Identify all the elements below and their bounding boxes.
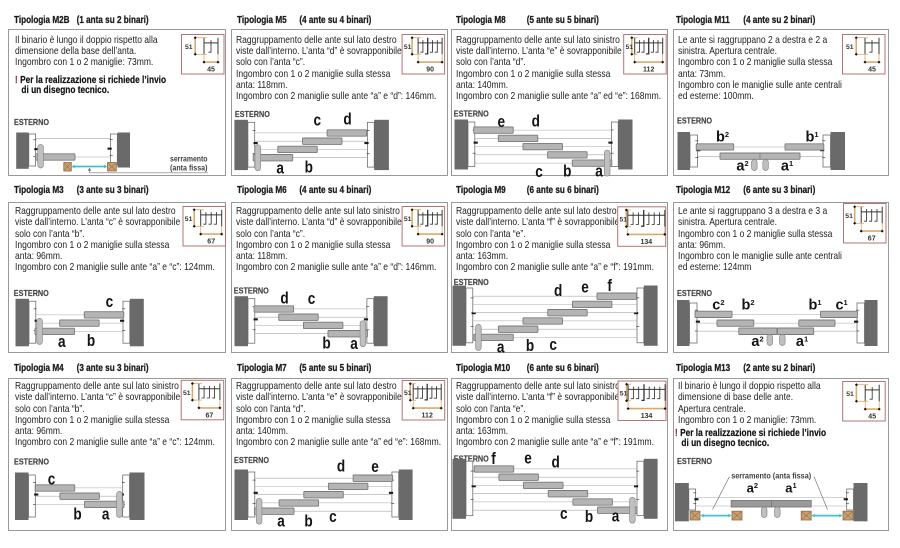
svg-text:serramento: serramento — [170, 154, 208, 163]
svg-text:f: f — [491, 449, 496, 468]
svg-text:a2: a2 — [747, 480, 758, 495]
svg-text:c: c — [535, 163, 543, 182]
svg-text:51: 51 — [183, 390, 191, 397]
svg-text:c: c — [314, 111, 322, 130]
svg-text:45: 45 — [868, 414, 876, 421]
svg-text:90: 90 — [426, 239, 434, 246]
svg-text:ESTERNO: ESTERNO — [454, 453, 489, 463]
svg-text:51: 51 — [185, 216, 193, 223]
svg-text:serramento (anta fissa): serramento (anta fissa) — [731, 471, 811, 480]
svg-text:d: d — [280, 289, 288, 308]
svg-text:67: 67 — [206, 413, 214, 420]
svg-text:b: b — [87, 332, 95, 351]
svg-text:a: a — [58, 333, 66, 352]
svg-text:d: d — [554, 282, 562, 301]
svg-text:c: c — [106, 293, 114, 312]
svg-text:134: 134 — [641, 413, 653, 420]
svg-text:b1: b1 — [805, 129, 818, 145]
svg-text:112: 112 — [643, 67, 654, 74]
svg-text:b2: b2 — [741, 297, 754, 313]
svg-text:d: d — [343, 110, 351, 129]
svg-text:51: 51 — [620, 216, 628, 223]
svg-text:51: 51 — [846, 44, 854, 51]
svg-text:51: 51 — [626, 44, 634, 51]
svg-text:ESTERNO: ESTERNO — [14, 117, 49, 127]
svg-text:c: c — [329, 508, 337, 527]
svg-text:ESTERNO: ESTERNO — [454, 108, 489, 118]
svg-text:e: e — [581, 278, 589, 297]
svg-text:134: 134 — [640, 239, 652, 246]
svg-text:90: 90 — [426, 67, 434, 74]
svg-text:b: b — [305, 158, 313, 177]
svg-text:(anta fissa): (anta fissa) — [170, 164, 208, 173]
svg-text:e: e — [498, 113, 506, 132]
svg-text:51: 51 — [404, 390, 412, 397]
svg-text:a: a — [595, 162, 603, 181]
svg-text:d: d — [337, 457, 345, 476]
svg-text:d: d — [551, 453, 559, 472]
svg-text:b: b — [73, 505, 81, 524]
svg-text:c: c — [48, 470, 56, 489]
svg-text:51: 51 — [845, 213, 853, 220]
svg-text:a1: a1 — [785, 480, 796, 495]
svg-text:45: 45 — [868, 67, 876, 74]
svg-text:ESTERNO: ESTERNO — [454, 277, 489, 287]
svg-text:e: e — [524, 449, 532, 468]
svg-text:51: 51 — [620, 391, 628, 398]
svg-text:51: 51 — [404, 216, 412, 223]
svg-text:51: 51 — [185, 44, 193, 51]
svg-text:a2: a2 — [736, 158, 748, 174]
svg-text:a: a — [102, 505, 110, 524]
svg-text:ESTERNO: ESTERNO — [234, 286, 269, 296]
svg-text:f: f — [607, 277, 612, 296]
svg-text:ESTERNO: ESTERNO — [677, 288, 712, 298]
svg-text:ESTERNO: ESTERNO — [234, 455, 269, 465]
svg-text:ESTERNO: ESTERNO — [677, 116, 712, 126]
svg-text:b: b — [304, 512, 312, 531]
svg-text:a: a — [276, 159, 284, 178]
svg-text:a: a — [277, 512, 285, 531]
svg-text:b: b — [322, 334, 330, 353]
svg-text:c: c — [549, 336, 557, 355]
svg-text:45: 45 — [207, 67, 215, 74]
svg-text:ESTERNO: ESTERNO — [14, 288, 49, 298]
svg-text:ESTERNO: ESTERNO — [235, 109, 270, 119]
svg-text:67: 67 — [207, 239, 215, 246]
svg-text:ESTERNO: ESTERNO — [14, 457, 49, 467]
svg-text:e: e — [371, 458, 379, 477]
svg-text:d: d — [532, 112, 540, 131]
svg-text:c: c — [308, 290, 316, 309]
svg-text:b1: b1 — [808, 297, 821, 313]
svg-text:a: a — [497, 338, 505, 357]
svg-text:b: b — [526, 337, 534, 356]
svg-text:ESTERNO: ESTERNO — [677, 456, 712, 466]
svg-text:a: a — [350, 335, 358, 354]
svg-text:b: b — [563, 162, 571, 181]
svg-text:a1: a1 — [781, 158, 793, 174]
svg-text:b: b — [585, 508, 593, 527]
svg-text:112: 112 — [422, 413, 433, 420]
svg-text:a1: a1 — [796, 334, 808, 350]
svg-text:a2: a2 — [751, 334, 763, 350]
svg-text:b2: b2 — [716, 129, 729, 145]
svg-text:67: 67 — [868, 236, 876, 243]
svg-text:c: c — [560, 504, 568, 523]
svg-text:51: 51 — [846, 391, 854, 398]
svg-text:a: a — [612, 507, 620, 526]
svg-text:51: 51 — [404, 44, 412, 51]
